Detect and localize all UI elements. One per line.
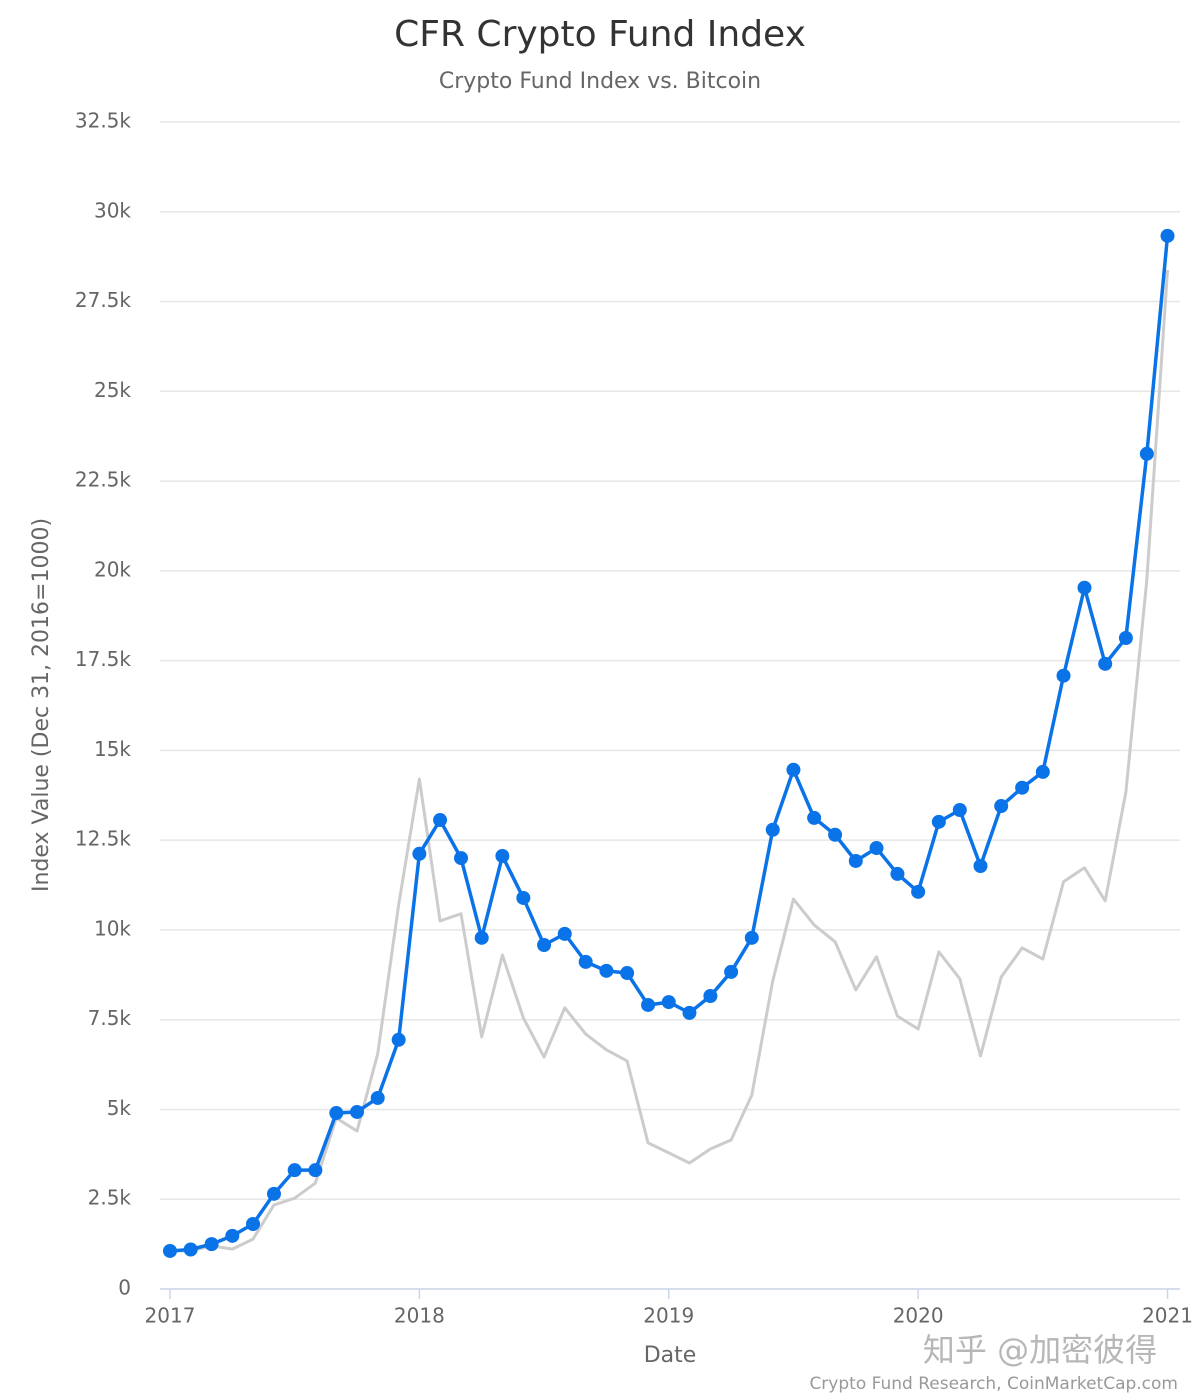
y-tick-label: 25k bbox=[94, 378, 131, 402]
series-line bbox=[169, 235, 1170, 1253]
point bbox=[724, 964, 739, 979]
point bbox=[183, 1242, 198, 1257]
point bbox=[1077, 580, 1092, 595]
point bbox=[557, 926, 572, 941]
point bbox=[1015, 780, 1030, 795]
y-tick-label: 27.5k bbox=[75, 288, 132, 312]
point bbox=[994, 799, 1009, 814]
credit: Crypto Fund Research, CoinMarketCap.com bbox=[809, 1374, 1178, 1394]
point bbox=[952, 802, 967, 817]
point bbox=[454, 851, 469, 866]
point bbox=[266, 1186, 281, 1201]
point bbox=[329, 1106, 344, 1121]
point bbox=[162, 1243, 177, 1258]
point bbox=[287, 1163, 302, 1178]
y-tick-label: 7.5k bbox=[88, 1006, 132, 1030]
y-tick-label: 22.5k bbox=[75, 468, 132, 492]
point bbox=[495, 848, 510, 863]
point bbox=[516, 890, 531, 905]
point bbox=[682, 1005, 697, 1020]
point bbox=[1139, 446, 1154, 461]
x-tick-label: 2020 bbox=[893, 1304, 944, 1328]
y-tick-label: 30k bbox=[94, 198, 131, 222]
point bbox=[911, 884, 926, 899]
y-tick-label: 17.5k bbox=[75, 647, 132, 671]
watermark: 知乎 @加密彼得 bbox=[923, 1331, 1157, 1369]
point bbox=[474, 930, 489, 945]
x-tick-label: 2019 bbox=[643, 1304, 694, 1328]
point bbox=[744, 930, 759, 945]
point bbox=[828, 827, 843, 842]
point bbox=[765, 822, 780, 837]
point bbox=[350, 1104, 365, 1119]
y-tick-label: 2.5k bbox=[88, 1186, 132, 1210]
point bbox=[433, 813, 448, 828]
y-axis-title: Index Value (Dec 31, 2016=1000) bbox=[29, 518, 54, 892]
point bbox=[308, 1163, 323, 1178]
y-tick-label: 5k bbox=[107, 1096, 132, 1120]
x-tick-label: 2018 bbox=[394, 1304, 445, 1328]
point bbox=[204, 1237, 219, 1252]
x-tick-label: 2021 bbox=[1142, 1304, 1193, 1328]
point bbox=[1056, 668, 1071, 683]
point bbox=[370, 1090, 385, 1105]
y-tick-label: 20k bbox=[94, 557, 131, 581]
series-line bbox=[169, 269, 1170, 1253]
point bbox=[1160, 228, 1175, 243]
point bbox=[620, 966, 635, 981]
y-tick-label: 32.5k bbox=[75, 109, 132, 133]
x-axis-title: Date bbox=[644, 1343, 697, 1368]
y-tick-label: 15k bbox=[94, 737, 131, 761]
point bbox=[246, 1217, 261, 1232]
point bbox=[661, 995, 676, 1010]
point bbox=[931, 814, 946, 829]
y-tick-label: 10k bbox=[94, 916, 131, 940]
point bbox=[1035, 764, 1050, 779]
point bbox=[412, 846, 427, 861]
point bbox=[537, 938, 552, 953]
chart-title: CFR Crypto Fund Index bbox=[394, 14, 806, 55]
point bbox=[869, 841, 884, 856]
point bbox=[703, 988, 718, 1003]
point bbox=[890, 866, 905, 881]
chart-subtitle: Crypto Fund Index vs. Bitcoin bbox=[439, 69, 761, 94]
point bbox=[1118, 630, 1133, 645]
point bbox=[848, 853, 863, 868]
point bbox=[641, 997, 656, 1012]
point bbox=[391, 1032, 406, 1047]
point bbox=[973, 859, 988, 874]
y-tick-label: 12.5k bbox=[75, 827, 132, 851]
point bbox=[786, 762, 801, 777]
point bbox=[807, 810, 822, 825]
point bbox=[225, 1228, 240, 1243]
x-tick-label: 2017 bbox=[145, 1304, 196, 1328]
point bbox=[578, 954, 593, 969]
y-tick-label: 0 bbox=[118, 1276, 131, 1300]
point bbox=[599, 963, 614, 978]
point bbox=[1098, 656, 1113, 671]
